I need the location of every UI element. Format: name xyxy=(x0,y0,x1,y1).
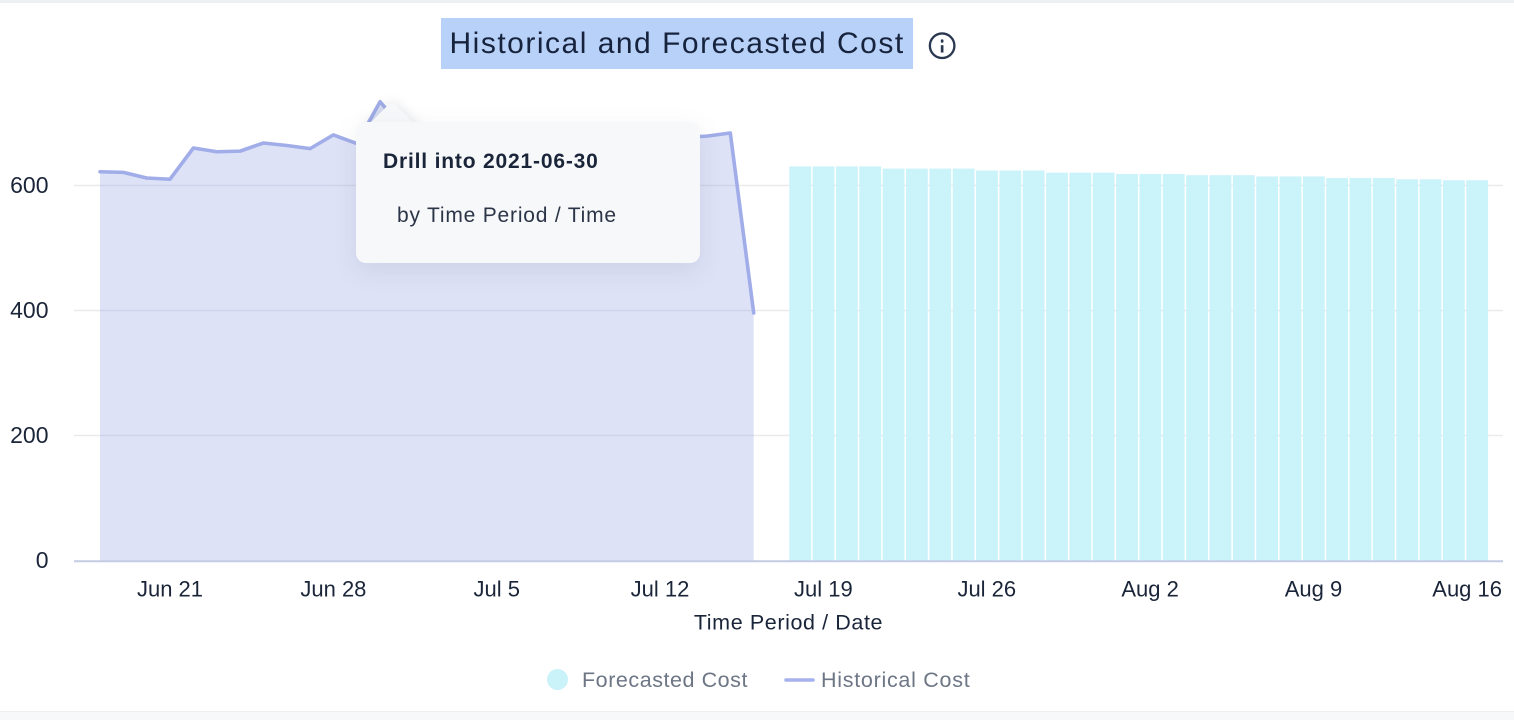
svg-text:Jun 28: Jun 28 xyxy=(300,577,366,602)
svg-text:Time Period / Date: Time Period / Date xyxy=(694,611,883,635)
svg-text:400: 400 xyxy=(10,297,48,323)
svg-text:Jul 12: Jul 12 xyxy=(631,577,690,602)
svg-text:0: 0 xyxy=(36,547,49,573)
svg-text:Jun 21: Jun 21 xyxy=(137,577,203,602)
svg-text:Jul 5: Jul 5 xyxy=(473,577,519,602)
svg-text:Aug 2: Aug 2 xyxy=(1121,577,1179,602)
svg-text:Forecasted Cost: Forecasted Cost xyxy=(582,668,748,692)
svg-text:600: 600 xyxy=(10,172,48,198)
svg-text:Aug 9: Aug 9 xyxy=(1285,577,1343,602)
svg-text:Jul 19: Jul 19 xyxy=(794,577,853,602)
svg-text:Historical Cost: Historical Cost xyxy=(821,668,970,692)
svg-text:Jul 26: Jul 26 xyxy=(957,577,1016,602)
svg-text:Aug 16: Aug 16 xyxy=(1432,577,1502,602)
svg-text:200: 200 xyxy=(10,422,48,448)
